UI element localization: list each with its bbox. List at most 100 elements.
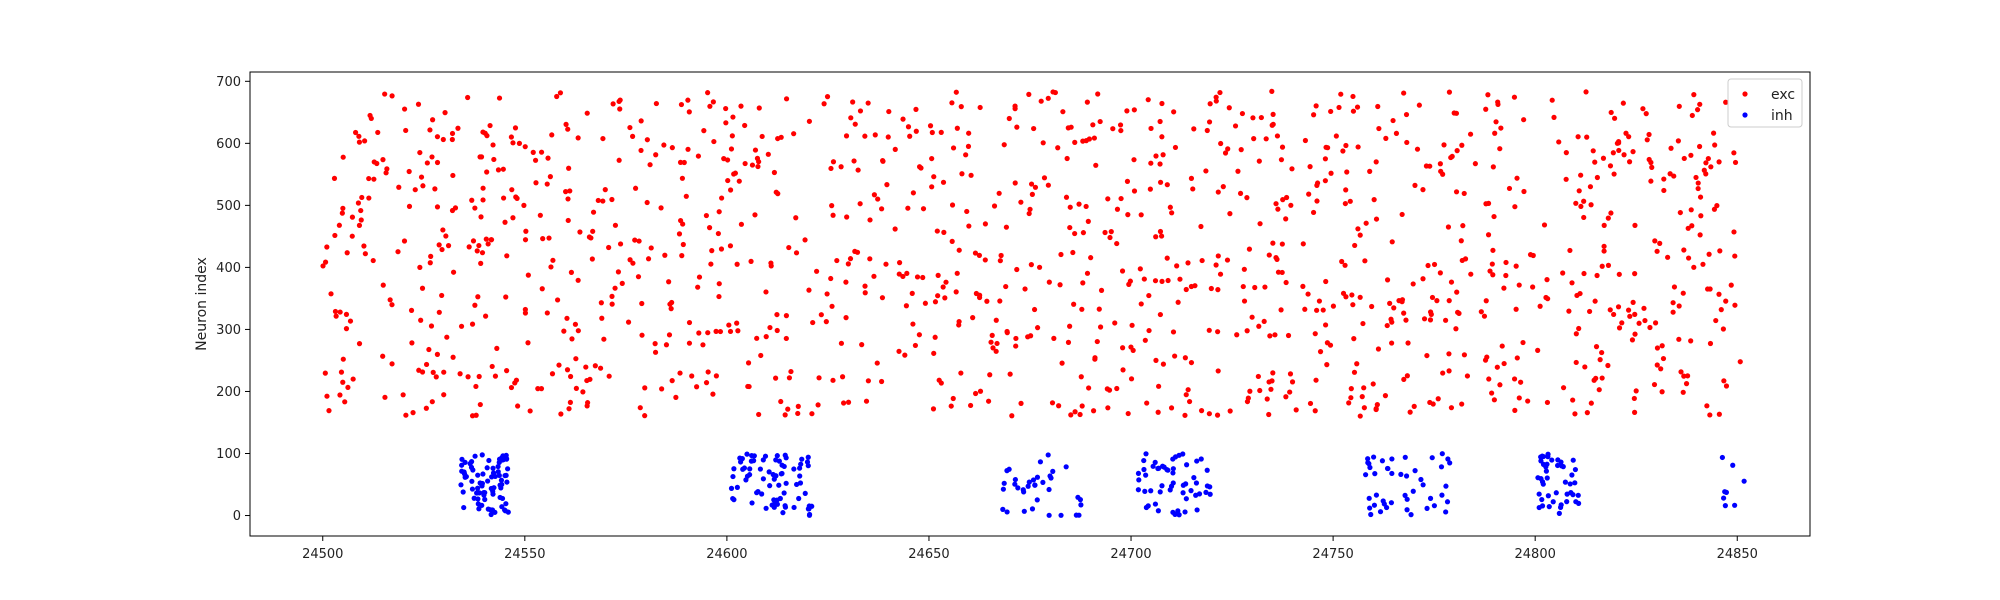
data-point-exc <box>1083 203 1089 210</box>
data-point-exc <box>1728 282 1734 288</box>
data-point-exc <box>1511 376 1518 382</box>
data-point-exc <box>1694 107 1701 113</box>
data-point-exc <box>705 369 711 375</box>
data-point-exc <box>1577 290 1583 297</box>
data-point-exc <box>599 315 605 321</box>
data-point-exc <box>1160 152 1166 158</box>
data-point-exc <box>1503 272 1509 279</box>
data-point-exc <box>342 399 348 405</box>
data-point-exc <box>473 383 479 390</box>
data-point-exc <box>997 258 1003 264</box>
data-point-exc <box>1215 329 1221 335</box>
data-point-inh <box>1000 486 1006 492</box>
data-point-exc <box>989 332 995 338</box>
data-point-exc <box>810 319 816 326</box>
data-point-exc <box>428 323 435 329</box>
data-point-exc <box>1138 212 1144 218</box>
data-point-exc <box>1130 347 1136 353</box>
data-point-inh <box>1741 478 1747 484</box>
data-point-exc <box>1660 355 1667 362</box>
data-point-exc <box>537 212 543 218</box>
data-point-inh <box>486 457 492 464</box>
data-point-exc <box>1085 218 1091 224</box>
data-point-exc <box>1697 232 1703 238</box>
x-tick-label: 24850 <box>1717 547 1758 562</box>
data-point-inh <box>491 485 497 491</box>
data-point-exc <box>480 197 486 203</box>
data-point-exc <box>532 157 539 163</box>
data-point-exc <box>1174 263 1180 269</box>
data-point-exc <box>1620 100 1626 106</box>
data-point-exc <box>982 221 989 227</box>
y-tick-label: 200 <box>216 385 241 400</box>
data-point-exc <box>1110 126 1116 132</box>
data-point-exc <box>1420 187 1426 193</box>
data-point-exc <box>1172 353 1178 359</box>
data-point-exc <box>1159 134 1165 140</box>
data-point-exc <box>1518 379 1524 385</box>
data-point-exc <box>575 328 581 334</box>
data-point-exc <box>658 205 664 211</box>
data-point-inh <box>1368 511 1374 518</box>
data-point-exc <box>568 269 575 275</box>
data-point-exc <box>696 330 702 336</box>
data-point-exc <box>1448 154 1454 161</box>
data-point-exc <box>1506 185 1513 192</box>
data-point-exc <box>1441 142 1447 148</box>
data-point-exc <box>701 128 707 134</box>
data-point-exc <box>1185 387 1191 393</box>
data-point-exc <box>829 303 835 309</box>
data-point-exc <box>1572 411 1578 417</box>
data-point-exc <box>1071 301 1077 307</box>
data-point-inh <box>1564 499 1570 505</box>
data-point-exc <box>1490 272 1496 278</box>
data-point-exc <box>476 242 482 249</box>
data-point-exc <box>1280 197 1286 203</box>
data-point-exc <box>338 369 345 375</box>
data-point-exc <box>387 297 393 303</box>
data-point-exc <box>501 195 507 201</box>
data-point-inh <box>1194 507 1200 513</box>
data-point-exc <box>1041 175 1048 181</box>
data-point-exc <box>1009 413 1015 419</box>
data-point-exc <box>1600 155 1607 161</box>
data-point-exc <box>968 402 974 409</box>
data-point-exc <box>964 208 970 215</box>
data-point-exc <box>1494 364 1500 370</box>
data-point-exc <box>1563 150 1569 156</box>
data-point-exc <box>683 193 689 199</box>
data-point-exc <box>1055 145 1061 151</box>
data-point-exc <box>1320 307 1326 313</box>
data-point-exc <box>968 172 974 178</box>
data-point-exc <box>1478 309 1484 315</box>
data-point-exc <box>336 222 342 228</box>
data-point-exc <box>328 291 334 297</box>
data-point-exc <box>791 131 797 137</box>
data-point-inh <box>479 483 485 489</box>
data-point-inh <box>1558 459 1564 465</box>
data-point-exc <box>1097 324 1104 330</box>
data-point-inh <box>1373 492 1380 498</box>
data-point-exc <box>1732 302 1738 308</box>
data-point-exc <box>370 257 376 264</box>
data-point-inh <box>1730 462 1736 468</box>
data-point-exc <box>1214 412 1221 418</box>
data-point-exc <box>457 371 463 377</box>
data-point-exc <box>1632 409 1638 415</box>
data-point-exc <box>1483 298 1489 304</box>
data-point-exc <box>1573 200 1579 206</box>
data-point-exc <box>815 402 821 408</box>
data-point-exc <box>1544 399 1551 406</box>
data-point-exc <box>900 116 906 122</box>
data-point-exc <box>1489 390 1495 396</box>
data-point-exc <box>909 290 915 296</box>
data-point-exc <box>356 341 363 347</box>
data-point-exc <box>1274 256 1280 262</box>
data-point-inh <box>773 473 779 479</box>
data-point-inh <box>504 479 510 485</box>
data-point-inh <box>1058 512 1064 518</box>
y-tick-label: 100 <box>216 447 241 462</box>
data-point-inh <box>1555 462 1561 469</box>
data-point-exc <box>1491 397 1497 403</box>
data-point-exc <box>359 194 365 201</box>
